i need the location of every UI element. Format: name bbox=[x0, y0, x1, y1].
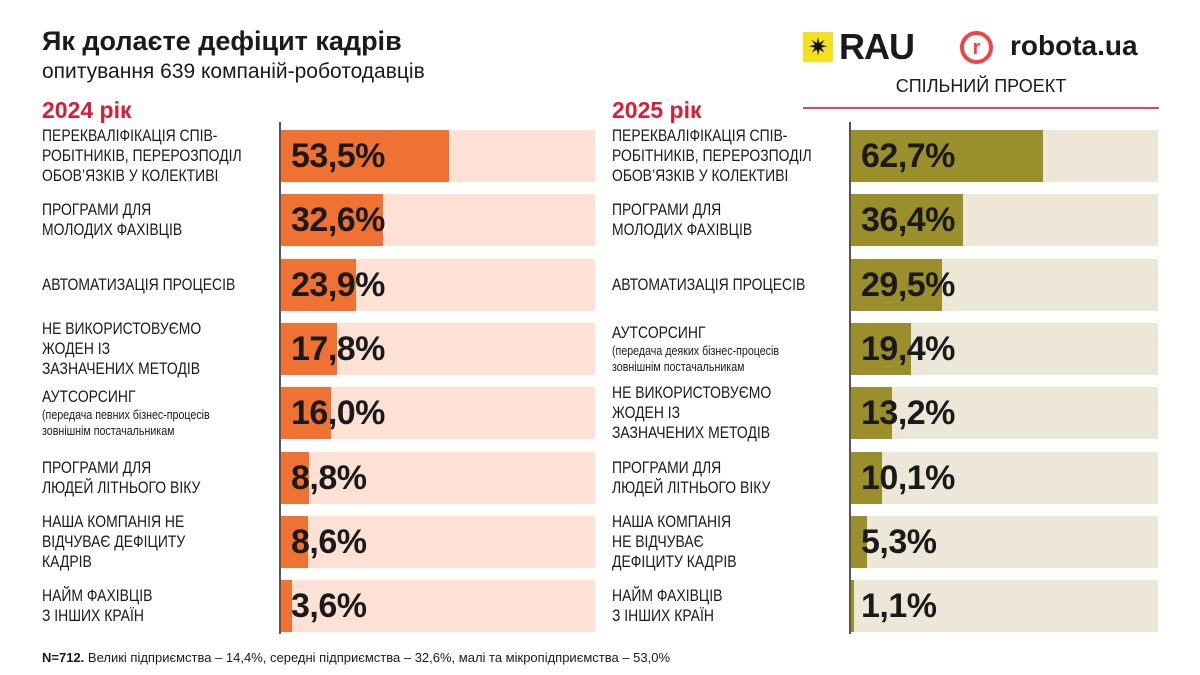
category-note: (передача певних бізнес-процесів зовнішн… bbox=[42, 407, 210, 439]
category-label: ПРОГРАМИ ДЛЯ ЛЮДЕЙ ЛІТНЬОГО ВІКУ bbox=[612, 447, 843, 509]
category-label: НЕ ВИКОРИСТОВУЄМО ЖОДЕН ІЗ ЗАЗНАЧЕНИХ МЕ… bbox=[612, 382, 843, 444]
robota-r-icon: r bbox=[960, 31, 993, 64]
category-name: НЕ ВИКОРИСТОВУЄМО ЖОДЕН ІЗ ЗАЗНАЧЕНИХ МЕ… bbox=[42, 318, 202, 378]
rau-logo: RAU bbox=[839, 26, 915, 67]
data-label: 10,1% bbox=[861, 458, 955, 497]
axis-2024 bbox=[279, 122, 281, 634]
bar-track: 19,4% bbox=[851, 322, 1158, 375]
category-label: ПРОГРАМИ ДЛЯ ЛЮДЕЙ ЛІТНЬОГО ВІКУ bbox=[42, 447, 273, 509]
data-label: 53,5% bbox=[291, 137, 385, 175]
category-label: АУТСОРСИНГ (передача певних бізнес-процес… bbox=[42, 382, 273, 444]
category-label: НАША КОМПАНІЯ НЕ ВІДЧУВАЄ ДЕФІЦИТУ КАДРІ… bbox=[42, 511, 273, 573]
bar-2025 bbox=[851, 580, 855, 633]
category-name: НАЙМ ФАХІВЦІВ З ІНШИХ КРАЇН bbox=[42, 586, 153, 626]
bar-track: 8,8% bbox=[281, 451, 595, 504]
category-label: АУТСОРСИНГ (передача деяких бізнес-процес… bbox=[612, 318, 843, 380]
bar-2024 bbox=[281, 194, 384, 247]
category-label: АВТОМАТИЗАЦІЯ ПРОЦЕСІВ bbox=[42, 254, 273, 316]
data-label: 62,7% bbox=[861, 137, 955, 175]
data-label: 32,6% bbox=[291, 201, 385, 240]
bar-2024 bbox=[281, 451, 309, 504]
data-label: 1,1% bbox=[861, 587, 937, 626]
bar-track: 1,1% bbox=[851, 580, 1158, 633]
category-label: НЕ ВИКОРИСТОВУЄМО ЖОДЕН ІЗ ЗАЗНАЧЕНИХ МЕ… bbox=[42, 318, 273, 380]
bar-track: 3,6% bbox=[281, 580, 595, 633]
bar-2024 bbox=[281, 515, 308, 568]
category-name: ПРОГРАМИ ДЛЯ МОЛОДИХ ФАХІВЦІВ bbox=[612, 200, 753, 240]
category-name: ПРОГРАМИ ДЛЯ МОЛОДИХ ФАХІВЦІВ bbox=[42, 200, 183, 240]
data-label: 17,8% bbox=[291, 329, 385, 368]
bar-2024 bbox=[281, 387, 332, 440]
bar-2025 bbox=[851, 322, 911, 375]
year-2024-title: 2024 рік bbox=[42, 97, 132, 123]
category-note: (передача деяких бізнес-процесів зовнішн… bbox=[612, 342, 780, 374]
footer-note: N=712. Великі підприємства – 14,4%, сере… bbox=[42, 650, 670, 665]
bar-2024 bbox=[281, 130, 449, 182]
data-label: 8,8% bbox=[291, 458, 367, 497]
footer-sample: N=712. bbox=[42, 650, 85, 665]
category-label: ПЕРЕКВАЛІФІКАЦІЯ СПІВ- РОБІТНИКІВ, ПЕРЕР… bbox=[42, 125, 273, 187]
bar-2025 bbox=[851, 387, 892, 440]
category-name: ПЕРЕКВАЛІФІКАЦІЯ СПІВ- РОБІТНИКІВ, ПЕРЕР… bbox=[42, 126, 242, 185]
bar-track: 53,5% bbox=[281, 130, 595, 182]
bar-track: 16,0% bbox=[281, 387, 595, 440]
category-name: АВТОМАТИЗАЦІЯ ПРОЦЕСІВ bbox=[42, 274, 236, 294]
axis-2025 bbox=[849, 122, 851, 634]
bar-2025 bbox=[851, 258, 942, 311]
data-label: 36,4% bbox=[861, 201, 955, 240]
category-name: АВТОМАТИЗАЦІЯ ПРОЦЕСІВ bbox=[612, 274, 806, 294]
page-subtitle: опитування 639 компаній-роботодавців bbox=[42, 60, 425, 83]
category-name: АУТСОРСИНГ bbox=[612, 322, 706, 342]
bar-track: 5,3% bbox=[851, 515, 1158, 568]
year-2025-title: 2025 рік bbox=[612, 97, 702, 123]
bar-track: 8,6% bbox=[281, 515, 595, 568]
page-title: Як долаєте дефіцит кадрів bbox=[42, 26, 402, 56]
data-label: 16,0% bbox=[291, 394, 385, 433]
bar-track: 32,6% bbox=[281, 194, 595, 247]
data-label: 5,3% bbox=[861, 522, 937, 561]
category-label: АВТОМАТИЗАЦІЯ ПРОЦЕСІВ bbox=[612, 254, 843, 316]
partner-logos: ✷ RAU r robota.ua СПІЛЬНИЙ ПРОЕКТ bbox=[803, 26, 1159, 110]
category-name: АУТСОРСИНГ bbox=[42, 387, 136, 407]
data-label: 23,9% bbox=[291, 265, 385, 304]
bar-track: 29,5% bbox=[851, 258, 1158, 311]
data-label: 8,6% bbox=[291, 522, 367, 561]
category-name: НАША КОМПАНІЯ НЕ ВІДЧУВАЄ ДЕФІЦИТУ КАДРІ… bbox=[42, 511, 186, 571]
bar-2024 bbox=[281, 258, 357, 311]
category-label: НАЙМ ФАХІВЦІВ З ІНШИХ КРАЇН bbox=[612, 575, 843, 637]
rau-star-icon: ✷ bbox=[803, 32, 833, 62]
category-label: ПРОГРАМИ ДЛЯ МОЛОДИХ ФАХІВЦІВ bbox=[612, 189, 843, 251]
category-name: НАЙМ ФАХІВЦІВ З ІНШИХ КРАЇН bbox=[612, 586, 723, 626]
joint-project-label: СПІЛЬНИЙ ПРОЕКТ bbox=[895, 76, 1067, 96]
bar-2025 bbox=[851, 451, 882, 504]
category-label: ПРОГРАМИ ДЛЯ МОЛОДИХ ФАХІВЦІВ bbox=[42, 189, 273, 251]
bar-track: 23,9% bbox=[281, 258, 595, 311]
bar-2024 bbox=[281, 580, 293, 633]
category-name: НАША КОМПАНІЯ НЕ ВІДЧУВАЄ ДЕФІЦИТУ КАДРІ… bbox=[612, 511, 737, 571]
bar-track: 10,1% bbox=[851, 451, 1158, 504]
category-label: НАША КОМПАНІЯ НЕ ВІДЧУВАЄ ДЕФІЦИТУ КАДРІ… bbox=[612, 511, 843, 573]
bar-2025 bbox=[851, 130, 1044, 182]
bar-track: 13,2% bbox=[851, 387, 1158, 440]
category-name: ПРОГРАМИ ДЛЯ ЛЮДЕЙ ЛІТНЬОГО ВІКУ bbox=[612, 457, 771, 497]
bar-track: 62,7% bbox=[851, 130, 1158, 182]
category-name: НЕ ВИКОРИСТОВУЄМО ЖОДЕН ІЗ ЗАЗНАЧЕНИХ МЕ… bbox=[612, 383, 772, 443]
category-label: ПЕРЕКВАЛІФІКАЦІЯ СПІВ- РОБІТНИКІВ, ПЕРЕР… bbox=[612, 125, 843, 187]
category-name: ПРОГРАМИ ДЛЯ ЛЮДЕЙ ЛІТНЬОГО ВІКУ bbox=[42, 457, 201, 497]
category-name: ПЕРЕКВАЛІФІКАЦІЯ СПІВ- РОБІТНИКІВ, ПЕРЕР… bbox=[612, 126, 812, 185]
robota-logo: robota.ua bbox=[1010, 30, 1138, 61]
category-label: НАЙМ ФАХІВЦІВ З ІНШИХ КРАЇН bbox=[42, 575, 273, 637]
bar-2024 bbox=[281, 322, 337, 375]
bar-track: 36,4% bbox=[851, 194, 1158, 247]
data-label: 19,4% bbox=[861, 329, 955, 368]
divider bbox=[803, 107, 1159, 109]
data-label: 3,6% bbox=[291, 587, 367, 626]
data-label: 29,5% bbox=[861, 265, 955, 304]
bar-2025 bbox=[851, 515, 868, 568]
data-label: 13,2% bbox=[861, 394, 955, 433]
footer-text: Великі підприємства – 14,4%, середні під… bbox=[84, 650, 671, 665]
bar-track: 17,8% bbox=[281, 322, 595, 375]
bar-2025 bbox=[851, 194, 963, 247]
